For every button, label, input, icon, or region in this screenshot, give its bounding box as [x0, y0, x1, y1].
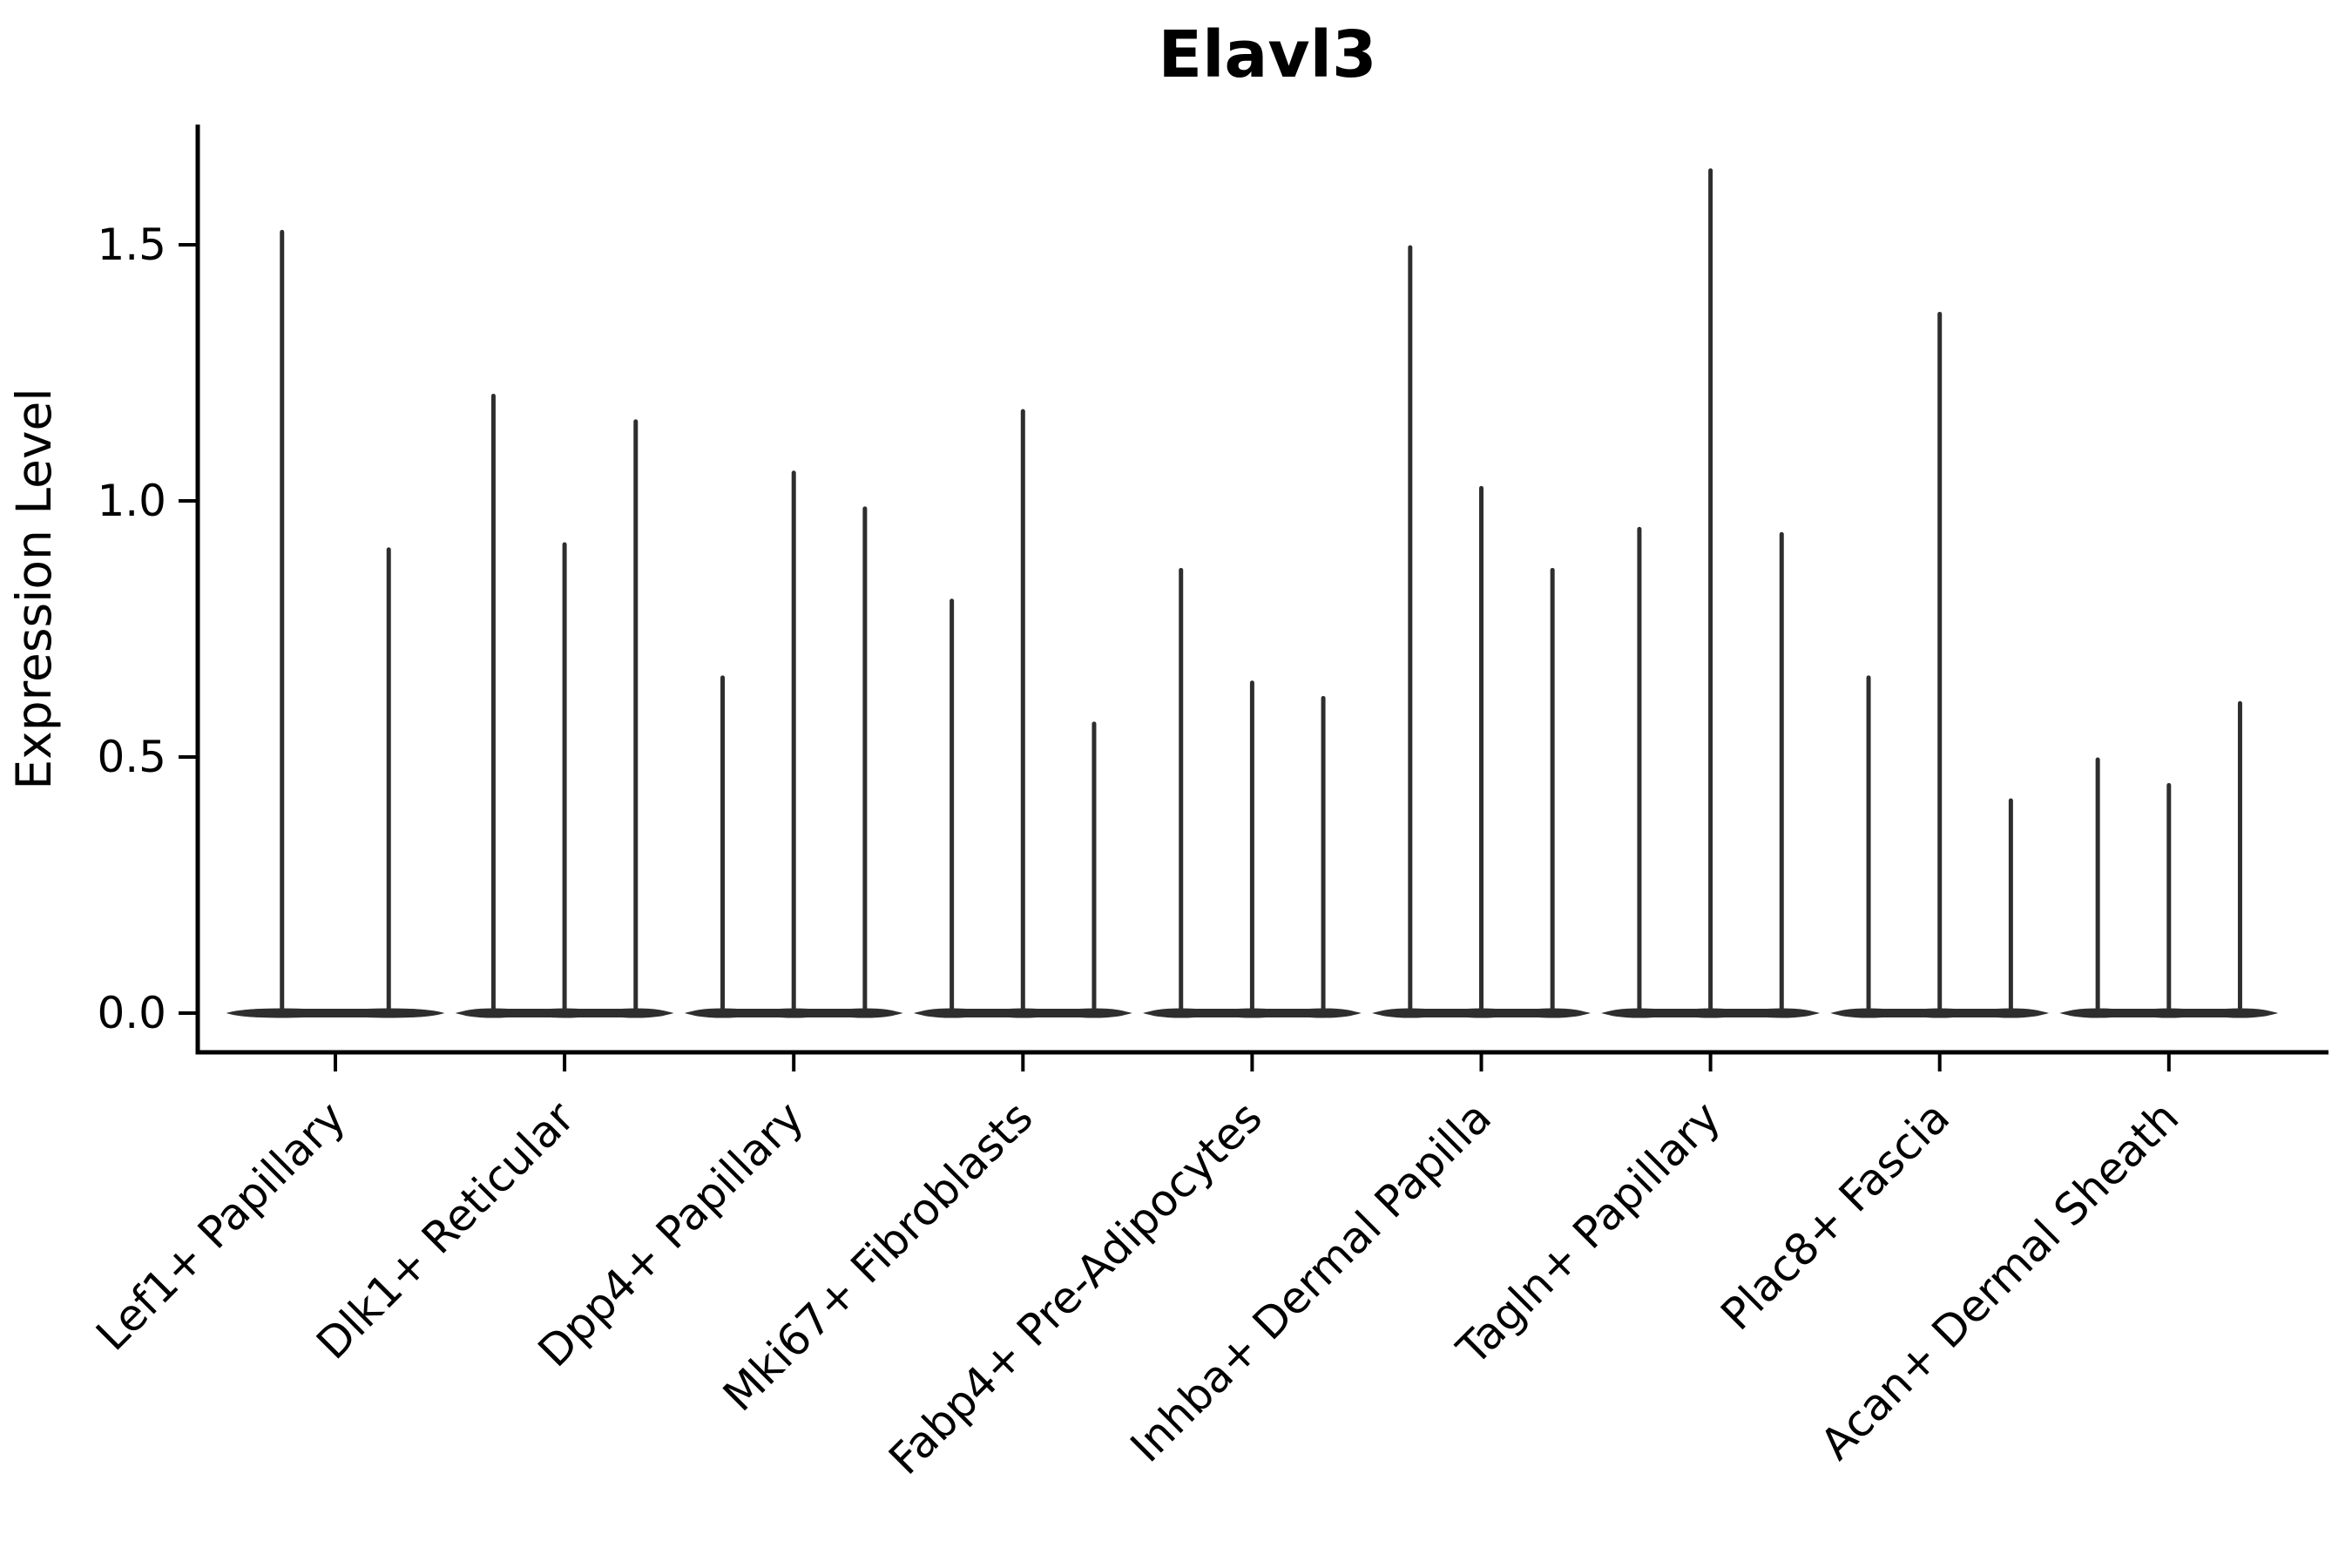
- chart-title: Elavl3: [1159, 17, 1377, 92]
- x-tick-label: Fabp4+ Pre-Adipocytes: [879, 1092, 1272, 1484]
- x-tick-label: Lef1+ Papillary: [86, 1092, 355, 1360]
- violins-layer: [226, 168, 2279, 1018]
- y-tick-label: 1.0: [97, 476, 166, 526]
- y-tick-label: 1.5: [97, 220, 166, 270]
- y-tick-label: 0.0: [97, 988, 166, 1038]
- x-tick-label: Plac8+ Fascia: [1711, 1092, 1959, 1340]
- y-tick-label: 0.5: [97, 732, 166, 782]
- y-axis-label: Expression Level: [6, 388, 62, 789]
